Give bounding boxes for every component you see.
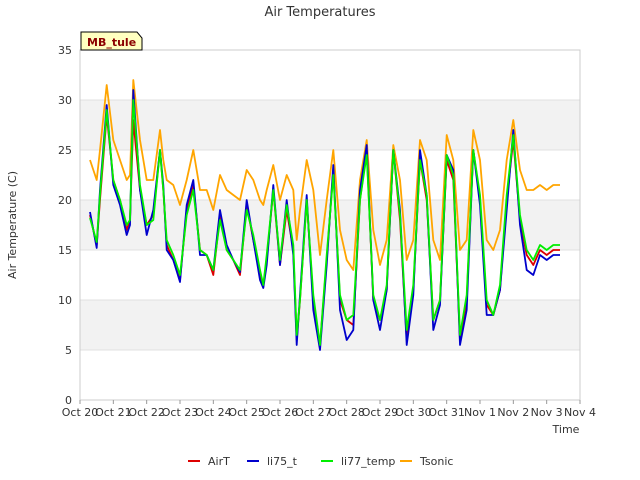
- legend-label: li75_t: [267, 455, 298, 468]
- x-tick-label: Nov 4: [564, 406, 596, 419]
- series-lines: [89, 79, 560, 351]
- x-tick-label: Oct 23: [162, 406, 199, 419]
- y-tick-label: 20: [58, 194, 72, 207]
- x-tick-label: Nov 3: [531, 406, 563, 419]
- grid-band: [80, 350, 580, 400]
- x-tick-label: Oct 26: [262, 406, 299, 419]
- x-tick-label: Oct 20: [62, 406, 99, 419]
- x-tick-label: Oct 30: [395, 406, 432, 419]
- x-tick-label: Oct 28: [328, 406, 365, 419]
- x-tick-label: Oct 21: [95, 406, 132, 419]
- site-badge: MB_tule: [80, 31, 143, 51]
- x-axis-label: Time: [552, 423, 580, 436]
- plot-frame: [79, 49, 581, 401]
- x-tick-label: Oct 27: [295, 406, 332, 419]
- series-line-tsonic: [89, 79, 560, 271]
- site-badge-shape: [80, 31, 143, 51]
- legend: AirT li75_t li77_temp Tsonic: [188, 455, 453, 468]
- y-axis: 0 5 10 15 20 25 30 35: [58, 44, 72, 407]
- x-tick-label: Oct 25: [228, 406, 265, 419]
- legend-label: AirT: [208, 455, 230, 468]
- y-tick-label: 0: [65, 394, 72, 407]
- x-tick-label: Nov 1: [464, 406, 496, 419]
- chart-title: Air Temperatures: [264, 5, 375, 20]
- x-tick-label: Oct 22: [128, 406, 165, 419]
- y-tick-label: 30: [58, 94, 72, 107]
- grid-band: [80, 300, 580, 350]
- grid-band: [80, 50, 580, 100]
- y-axis-label: Air Temperature (C): [6, 171, 19, 279]
- x-tick-label: Oct 24: [195, 406, 232, 419]
- y-tick-label: 35: [58, 44, 72, 57]
- y-tick-label: 15: [58, 244, 72, 257]
- x-tick-label: Nov 2: [497, 406, 529, 419]
- legend-label: li77_temp: [341, 455, 395, 468]
- grid-band: [80, 100, 580, 150]
- y-tick-label: 10: [58, 294, 72, 307]
- y-tick-label: 25: [58, 144, 72, 157]
- y-tick-label: 5: [65, 344, 72, 357]
- series-line-li77-temp: [89, 99, 560, 346]
- x-tick-label: Oct 31: [428, 406, 465, 419]
- x-tick-label: Oct 29: [362, 406, 399, 419]
- grid-band: [80, 250, 580, 300]
- legend-label: Tsonic: [419, 455, 453, 468]
- site-badge-text: MB_tule: [87, 36, 136, 49]
